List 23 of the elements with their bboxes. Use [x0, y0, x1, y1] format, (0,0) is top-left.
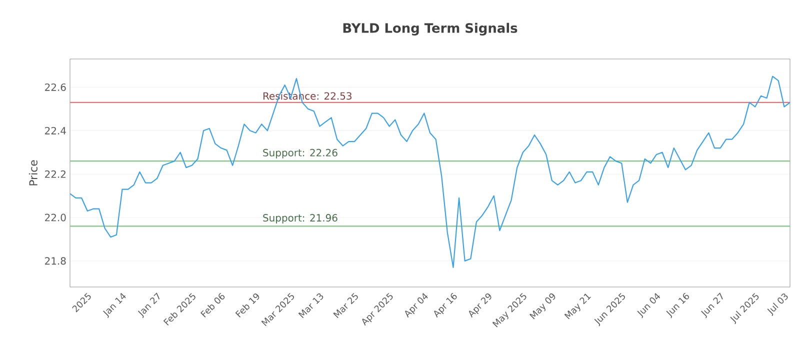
- y-tick-label: 22.2: [45, 170, 66, 178]
- x-tick-label: Jul 03: [767, 293, 788, 316]
- x-tick-label: Jan 27: [138, 292, 160, 318]
- ref-line-label: Support: 21.96: [263, 214, 338, 224]
- y-tick-label: 22.4: [45, 126, 66, 134]
- x-tick-label: Jun 27: [701, 292, 723, 318]
- x-tick-label: Apr 16: [434, 292, 457, 318]
- x-tick-label: Jun 04: [637, 293, 660, 318]
- y-axis-title: Price: [28, 160, 38, 186]
- y-tick-label: 22.6: [45, 83, 66, 91]
- x-tick-label: Jun 16: [666, 292, 690, 318]
- x-tick-label: Feb 19: [235, 294, 260, 318]
- line-series: [70, 76, 790, 268]
- y-tick-label: 21.8: [45, 257, 66, 265]
- chart-title: BYLD Long Term Signals: [343, 22, 518, 36]
- x-tick-label: Mar 25: [333, 292, 358, 318]
- x-tick-label: Mar 13: [298, 293, 324, 318]
- ref-line-label: Support: 22.26: [263, 148, 338, 158]
- x-tick-label: Feb 06: [200, 292, 225, 318]
- x-tick-label: Apr 04: [405, 293, 428, 318]
- x-tick-label: Apr 29: [468, 293, 492, 318]
- x-tick-label: Jan 14: [103, 293, 126, 318]
- y-tick-label: 22.0: [45, 214, 66, 222]
